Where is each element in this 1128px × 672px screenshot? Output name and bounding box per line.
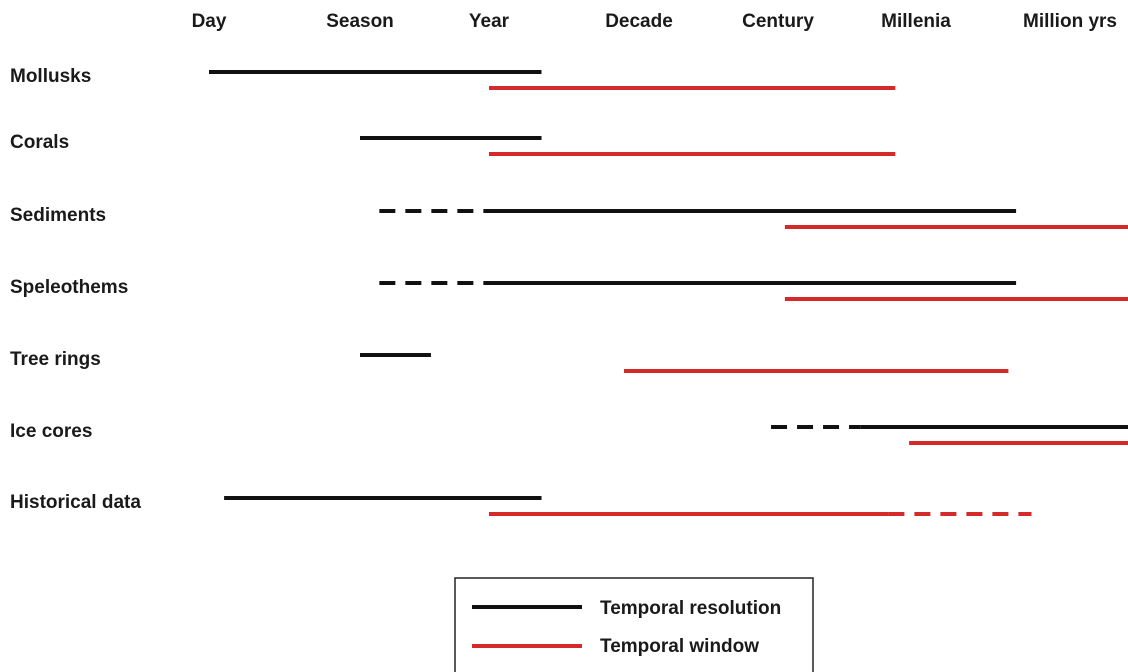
x-tick-labels: Day Season Year Decade Century Millenia Millio… [192,11,1117,32]
legend-label-window: Temporal window [600,636,759,657]
row-label-sediments: Sediments [10,205,106,226]
row-label-mollusks: Mollusks [10,66,91,87]
x-tick-day: Day [192,11,227,32]
row-label-historical-data: Historical data [10,492,141,513]
row-label-ice-cores: Ice cores [10,421,92,442]
x-tick-season: Season [326,11,394,32]
row-label-corals: Corals [10,132,69,153]
proxy-rows: Mollusks Corals Sediments Speleothems Tree r… [10,66,1128,516]
x-tick-million-yrs: Million yrs [1023,11,1117,32]
row-label-tree-rings: Tree rings [10,349,101,370]
legend-label-resolution: Temporal resolution [600,598,781,619]
x-tick-century: Century [742,11,814,32]
legend: Temporal resolution Temporal window [454,577,814,672]
row-label-speleothems: Speleothems [10,277,128,298]
x-tick-millenia: Millenia [881,11,951,32]
x-tick-year: Year [469,11,510,32]
x-tick-decade: Decade [605,11,673,32]
legend-box [454,577,814,672]
